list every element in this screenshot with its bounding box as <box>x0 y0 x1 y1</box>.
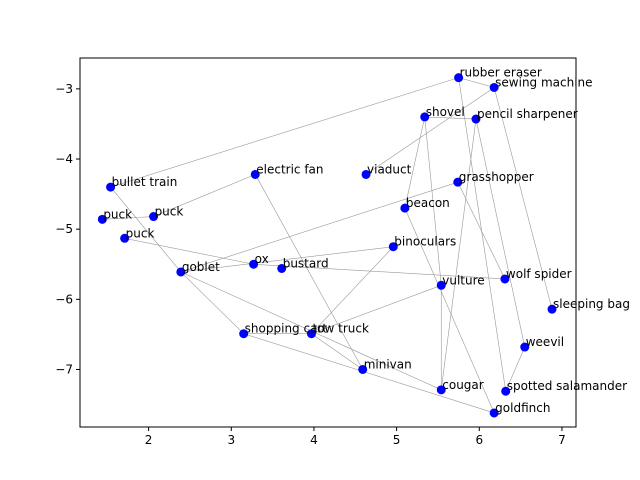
point-label: goldfinch <box>495 401 550 415</box>
data-point <box>106 182 116 192</box>
edge-line <box>404 116 426 209</box>
point-label: pencil sharpener <box>477 107 578 121</box>
x-tick-label: 7 <box>558 433 566 447</box>
edge-line <box>493 87 553 310</box>
edge-line <box>458 77 495 88</box>
edge-line <box>311 246 394 334</box>
edge-line <box>505 346 526 392</box>
point-label: minivan <box>364 357 412 371</box>
y-tick-label: −4 <box>55 152 73 166</box>
data-point <box>120 233 130 243</box>
point-label: binoculars <box>394 235 456 249</box>
x-axis: 2 3 4 5 6 7 <box>145 427 566 447</box>
edge-line <box>457 182 506 280</box>
edge-line <box>253 263 505 280</box>
data-point <box>454 73 464 83</box>
x-tick-label: 3 <box>227 433 235 447</box>
data-point <box>436 385 446 395</box>
x-tick-label: 6 <box>475 433 483 447</box>
data-point <box>361 169 371 179</box>
data-point <box>500 274 510 284</box>
data-point <box>97 214 107 224</box>
data-point <box>306 329 316 339</box>
points-layer <box>97 73 557 418</box>
edge-line <box>311 333 363 370</box>
point-label: cougar <box>442 378 484 392</box>
data-point <box>400 203 410 213</box>
data-point <box>489 408 499 418</box>
data-point <box>388 242 398 252</box>
data-point <box>358 364 368 374</box>
edge-line <box>440 118 477 390</box>
point-label: puck <box>103 207 132 221</box>
point-label: viaduct <box>367 162 412 176</box>
plot-background <box>80 58 576 427</box>
y-tick-label: −5 <box>55 222 73 236</box>
point-label: beacon <box>406 196 450 210</box>
edge-line <box>153 174 256 217</box>
x-tick-label: 2 <box>145 433 153 447</box>
point-label: bustard <box>283 256 329 270</box>
data-point <box>436 280 446 290</box>
data-point <box>471 114 481 124</box>
y-tick-label: −6 <box>55 292 73 306</box>
data-point <box>520 342 530 352</box>
point-label: shovel <box>426 105 465 119</box>
point-label: puck <box>155 205 184 219</box>
point-label: electric fan <box>256 162 323 176</box>
edge-line <box>124 237 254 265</box>
data-point <box>489 82 499 92</box>
edge-line <box>180 246 394 273</box>
edge-line <box>404 208 495 414</box>
plot-frame <box>79 57 577 428</box>
edges-layer <box>102 77 553 414</box>
point-label: ox <box>255 252 269 266</box>
edge-line <box>365 87 495 175</box>
edge-line <box>110 186 182 273</box>
point-label: weevil <box>526 335 564 349</box>
y-tick-label: −3 <box>55 82 73 96</box>
data-point <box>547 304 557 314</box>
point-label: goblet <box>182 260 220 274</box>
point-label: sleeping bag <box>553 297 630 311</box>
edge-line <box>180 271 244 334</box>
data-point <box>501 386 511 396</box>
y-axis: −7 −6 −5 −4 −3 <box>55 82 80 376</box>
point-label: bullet train <box>112 175 178 189</box>
edge-line <box>180 181 458 273</box>
edge-line <box>424 116 442 286</box>
edge-line <box>243 333 495 414</box>
edge-line <box>475 118 526 348</box>
data-point <box>250 169 260 179</box>
data-point <box>149 212 159 222</box>
point-label: rubber eraser <box>460 66 542 80</box>
edge-line <box>458 77 507 392</box>
edge-line <box>311 285 442 334</box>
point-label: shopping cart <box>245 322 328 336</box>
data-point <box>453 177 463 187</box>
point-label: puck <box>126 226 155 240</box>
x-tick-label: 4 <box>310 433 318 447</box>
y-tick-label: −7 <box>55 362 73 376</box>
point-label: spotted salamander <box>507 379 627 393</box>
point-label: sewing machine <box>495 75 592 89</box>
point-label: grasshopper <box>459 170 534 184</box>
data-point <box>239 329 249 339</box>
data-point <box>176 267 186 277</box>
data-point <box>420 112 430 122</box>
edge-line <box>424 116 476 120</box>
edge-line <box>110 77 459 188</box>
x-tick-label: 5 <box>393 433 401 447</box>
data-point <box>249 259 259 269</box>
point-label: vulture <box>442 273 484 287</box>
edge-line <box>254 174 363 370</box>
point-label: wolf spider <box>506 267 572 281</box>
point-label: tow truck <box>312 322 369 336</box>
data-point <box>277 263 287 273</box>
edge-line <box>102 216 154 220</box>
